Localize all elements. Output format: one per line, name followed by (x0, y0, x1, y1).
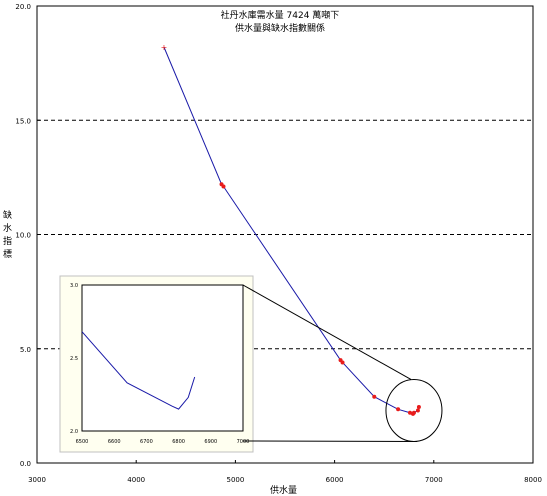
data-point-2 (221, 185, 225, 189)
inset-x-tick-label-5: 7000 (237, 439, 250, 445)
inset-x-tick-label-2: 6700 (140, 439, 153, 445)
inset-x-tick-label-4: 6900 (204, 439, 217, 445)
y-tick-label-0: 0.0 (20, 460, 31, 468)
y-tick-label-1: 5.0 (20, 346, 31, 354)
data-point-9 (412, 411, 416, 415)
data-point-10 (416, 408, 420, 412)
y-tick-label-4: 20.0 (15, 3, 31, 11)
zoom-circle (386, 379, 442, 441)
x-tick-label-0: 3000 (28, 476, 46, 484)
inset-x-tick-label-3: 6800 (172, 439, 185, 445)
x-tick-label-4: 7000 (425, 476, 443, 484)
inset-frame (82, 285, 243, 431)
x-tick-label-3: 6000 (326, 476, 344, 484)
data-point-4 (341, 360, 345, 364)
x-tick-label-1: 4000 (127, 476, 145, 484)
inset-x-tick-label-1: 6600 (108, 439, 121, 445)
inset-y-tick-label-0: 2.0 (70, 429, 78, 435)
x-tick-label-2: 5000 (226, 476, 244, 484)
data-point-11 (417, 405, 421, 409)
connector-top (243, 285, 411, 379)
y-tick-label-3: 15.0 (15, 117, 31, 125)
data-point-0: + (161, 43, 168, 52)
inset-x-tick-label-0: 6500 (76, 439, 89, 445)
x-tick-label-5: 8000 (524, 476, 542, 484)
inset-y-tick-label-1: 2.5 (70, 356, 78, 362)
data-point-6 (396, 407, 400, 411)
data-point-5 (372, 395, 376, 399)
y-tick-label-2: 10.0 (15, 232, 31, 240)
inset-y-tick-label-2: 3.0 (70, 283, 78, 289)
